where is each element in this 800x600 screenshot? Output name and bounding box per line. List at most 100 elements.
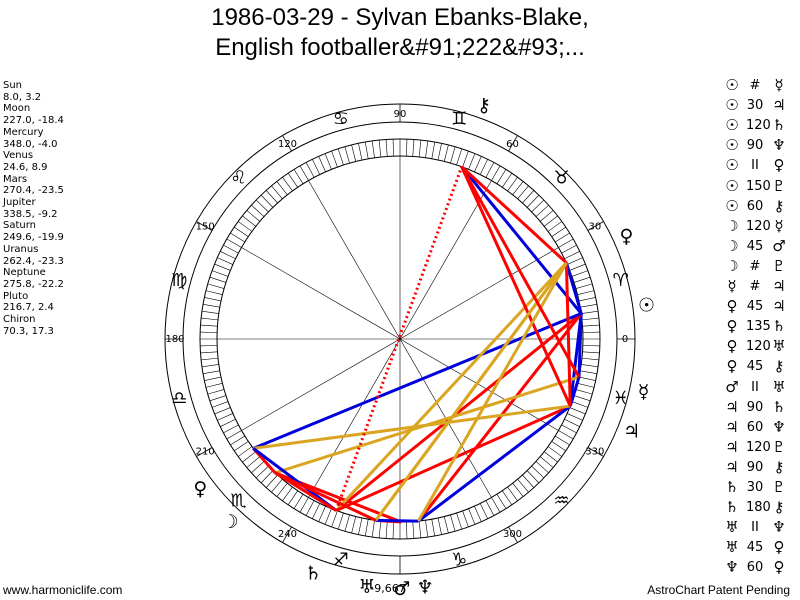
aspect-row: ♅ II ♆ bbox=[724, 518, 796, 537]
aspect-type: 60 bbox=[746, 560, 764, 576]
degree-tick bbox=[287, 173, 298, 188]
degree-tick bbox=[474, 156, 482, 172]
degree-tick bbox=[567, 257, 583, 265]
degree-tick bbox=[358, 517, 363, 535]
aspect-type: 45 bbox=[746, 359, 764, 375]
degree-tick bbox=[580, 303, 598, 308]
degree-tick bbox=[502, 173, 513, 188]
degree-tick bbox=[491, 165, 501, 181]
degree-tick bbox=[526, 194, 540, 208]
footer-site-link[interactable]: www.harmoniclife.com bbox=[3, 583, 123, 597]
aspect-line-mercury-jupiter bbox=[568, 376, 581, 407]
degree-tick bbox=[205, 290, 223, 296]
degree-tick bbox=[305, 162, 315, 178]
house-spoke bbox=[308, 338, 401, 498]
degree-tick bbox=[230, 435, 245, 446]
degree-tick bbox=[223, 244, 239, 254]
degree-tick bbox=[539, 210, 554, 222]
aspect-line-saturn-pluto bbox=[252, 447, 338, 512]
degree-tick bbox=[200, 351, 218, 354]
aspect-planet-b-glyph: ♅ bbox=[772, 337, 786, 356]
aspect-row: ♄ 30 ♇ bbox=[724, 478, 796, 497]
degree-tick bbox=[512, 181, 524, 195]
degree-tick bbox=[312, 159, 321, 175]
aspect-planet-b-glyph: ♃ bbox=[772, 96, 786, 115]
sign-divider bbox=[587, 447, 604, 457]
degree-tick bbox=[265, 474, 278, 488]
aspect-planet-a-glyph: ♀ bbox=[726, 337, 738, 356]
degree-tick bbox=[344, 146, 350, 164]
degree-tick bbox=[531, 199, 545, 213]
degree-tick bbox=[468, 153, 476, 170]
degree-tick bbox=[331, 150, 338, 168]
aspect-line-jupiter-neptune bbox=[417, 404, 572, 523]
aspect-planet-a-glyph: ♆ bbox=[725, 558, 739, 577]
degree-tick bbox=[544, 215, 558, 227]
aspect-line-uranus-venus bbox=[374, 261, 568, 522]
degree-tick bbox=[555, 232, 570, 243]
degree-tick bbox=[425, 520, 429, 538]
degree-tick bbox=[200, 331, 218, 333]
aspect-line-neptune-venus bbox=[417, 262, 568, 522]
aspect-planet-b-glyph: ☿ bbox=[774, 76, 784, 94]
sign-aries-icon: ♈ bbox=[613, 270, 629, 291]
aspect-planet-a-glyph: ☉ bbox=[725, 76, 739, 94]
aspect-planet-b-glyph: ♇ bbox=[772, 478, 786, 496]
sign-libra-icon: ♎ bbox=[171, 388, 187, 409]
degree-tick bbox=[571, 401, 589, 408]
planet-coords-uranus: 262.4, -23.3 bbox=[3, 255, 64, 267]
degree-tick bbox=[578, 376, 596, 381]
degree-tick bbox=[535, 204, 549, 217]
aspect-line-sun-venus bbox=[564, 262, 583, 314]
degree-tick bbox=[324, 508, 332, 525]
degree-tick bbox=[214, 407, 231, 415]
aspect-row: ♃ 60 ♆ bbox=[724, 418, 796, 437]
degree-tick bbox=[217, 257, 233, 265]
degree-tick bbox=[207, 389, 225, 395]
degree-tick bbox=[535, 461, 549, 474]
degree-tick bbox=[575, 389, 593, 395]
aspect-type: 120 bbox=[746, 218, 771, 234]
aspect-row: ♄ 180 ⚷ bbox=[724, 498, 796, 517]
degree-tick bbox=[577, 382, 595, 388]
aspect-planet-b-glyph: ♄ bbox=[772, 317, 786, 336]
planet-pluto-icon: ♀ bbox=[193, 478, 207, 500]
lower-degree-label: -9,667 bbox=[370, 582, 405, 595]
aspect-row: ♀ 45 ⚷ bbox=[724, 357, 796, 376]
aspect-type: # bbox=[749, 78, 761, 93]
aspect-planet-a-glyph: ☉ bbox=[725, 116, 739, 135]
degree-tick bbox=[456, 512, 463, 530]
degree-tick bbox=[418, 520, 422, 538]
sign-sagittarius-icon: ♐ bbox=[333, 550, 349, 571]
degree-tick bbox=[425, 140, 429, 158]
degree-tick bbox=[282, 486, 293, 501]
chart-title-line-2: English footballer&#91;222&#93;... bbox=[215, 34, 585, 61]
degree-tick bbox=[544, 451, 558, 463]
planet-coords-jupiter: 338.5, -9.2 bbox=[3, 208, 58, 220]
aspect-line-sun-neptune bbox=[417, 312, 583, 522]
planet-name-jupiter: Jupiter bbox=[3, 197, 36, 209]
degree-tick bbox=[293, 169, 304, 184]
degree-tick bbox=[255, 465, 269, 479]
degree-tick bbox=[230, 232, 245, 243]
degree-tick bbox=[406, 521, 408, 539]
planet-venus-icon: ♀ bbox=[619, 225, 633, 247]
degree-tick bbox=[251, 461, 265, 474]
degree-tick bbox=[496, 169, 507, 184]
aspect-planet-b-glyph: ♃ bbox=[772, 277, 786, 295]
degree-tick bbox=[558, 238, 574, 248]
degree-tick bbox=[358, 143, 363, 161]
degree-label: 330 bbox=[585, 447, 604, 458]
aspect-line-sun-pluto bbox=[252, 312, 582, 450]
aspect-line-saturn-chiron bbox=[334, 166, 464, 512]
degree-label: 210 bbox=[196, 447, 215, 458]
degree-tick bbox=[201, 364, 219, 368]
degree-tick bbox=[205, 382, 223, 388]
aspect-type: 90 bbox=[746, 138, 764, 154]
degree-tick bbox=[547, 221, 562, 232]
aspect-line-sun-jupiter bbox=[568, 313, 583, 407]
aspect-line-moon-uranus bbox=[274, 471, 377, 522]
degree-tick bbox=[450, 514, 456, 532]
planet-chiron-icon: ⚷ bbox=[477, 95, 491, 117]
degree-tick bbox=[443, 144, 449, 162]
